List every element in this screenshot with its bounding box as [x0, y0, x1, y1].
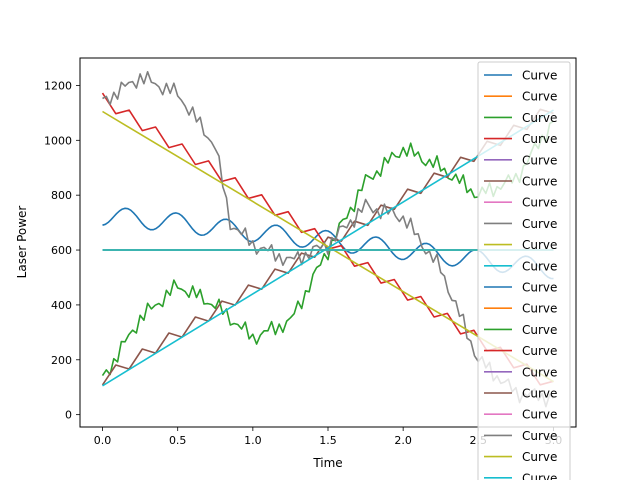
legend-label: Curve: [522, 217, 557, 231]
legend-label: Curve: [522, 69, 557, 83]
y-tick-label: 600: [51, 244, 72, 257]
x-tick-label: 0.0: [94, 434, 112, 447]
y-tick-label: 800: [51, 189, 72, 202]
y-tick-label: 1200: [44, 79, 72, 92]
legend-label: Curve: [522, 238, 557, 252]
legend-label: Curve: [522, 111, 557, 125]
legend-label: Curve: [522, 90, 557, 104]
legend-label: Curve: [522, 153, 557, 167]
legend: Curve Curve Curve Curve Curve Curve Curve Curve…: [477, 61, 571, 480]
legend-label: Curve: [522, 302, 557, 316]
legend-label: Curve: [522, 132, 557, 146]
legend-label: Curve: [522, 408, 557, 422]
legend-box: [477, 61, 571, 480]
y-tick-label: 400: [51, 299, 72, 312]
x-tick-label: 1.5: [319, 434, 337, 447]
x-tick-label: 1.0: [244, 434, 262, 447]
legend-label: Curve: [522, 429, 557, 443]
legend-label: Curve: [522, 344, 557, 358]
y-tick-label: 0: [65, 409, 72, 422]
legend-label: Curve: [522, 387, 557, 401]
legend-label: Curve: [522, 365, 557, 379]
legend-label: Curve: [522, 259, 557, 273]
legend-label: Curve: [522, 281, 557, 295]
legend-label: Curve: [522, 471, 557, 480]
y-axis-ticks: 0 200 400 600 800 1000 1200: [44, 79, 80, 422]
legend-label: Curve: [522, 450, 557, 464]
legend-label: Curve: [522, 323, 557, 337]
x-tick-label: 2.0: [394, 434, 412, 447]
legend-label: Curve: [522, 175, 557, 189]
y-tick-label: 200: [51, 354, 72, 367]
y-tick-label: 1000: [44, 134, 72, 147]
x-tick-label: 0.5: [169, 434, 187, 447]
y-axis-label: Laser Power: [15, 206, 29, 279]
legend-label: Curve: [522, 196, 557, 210]
x-axis-label: Time: [312, 456, 342, 470]
